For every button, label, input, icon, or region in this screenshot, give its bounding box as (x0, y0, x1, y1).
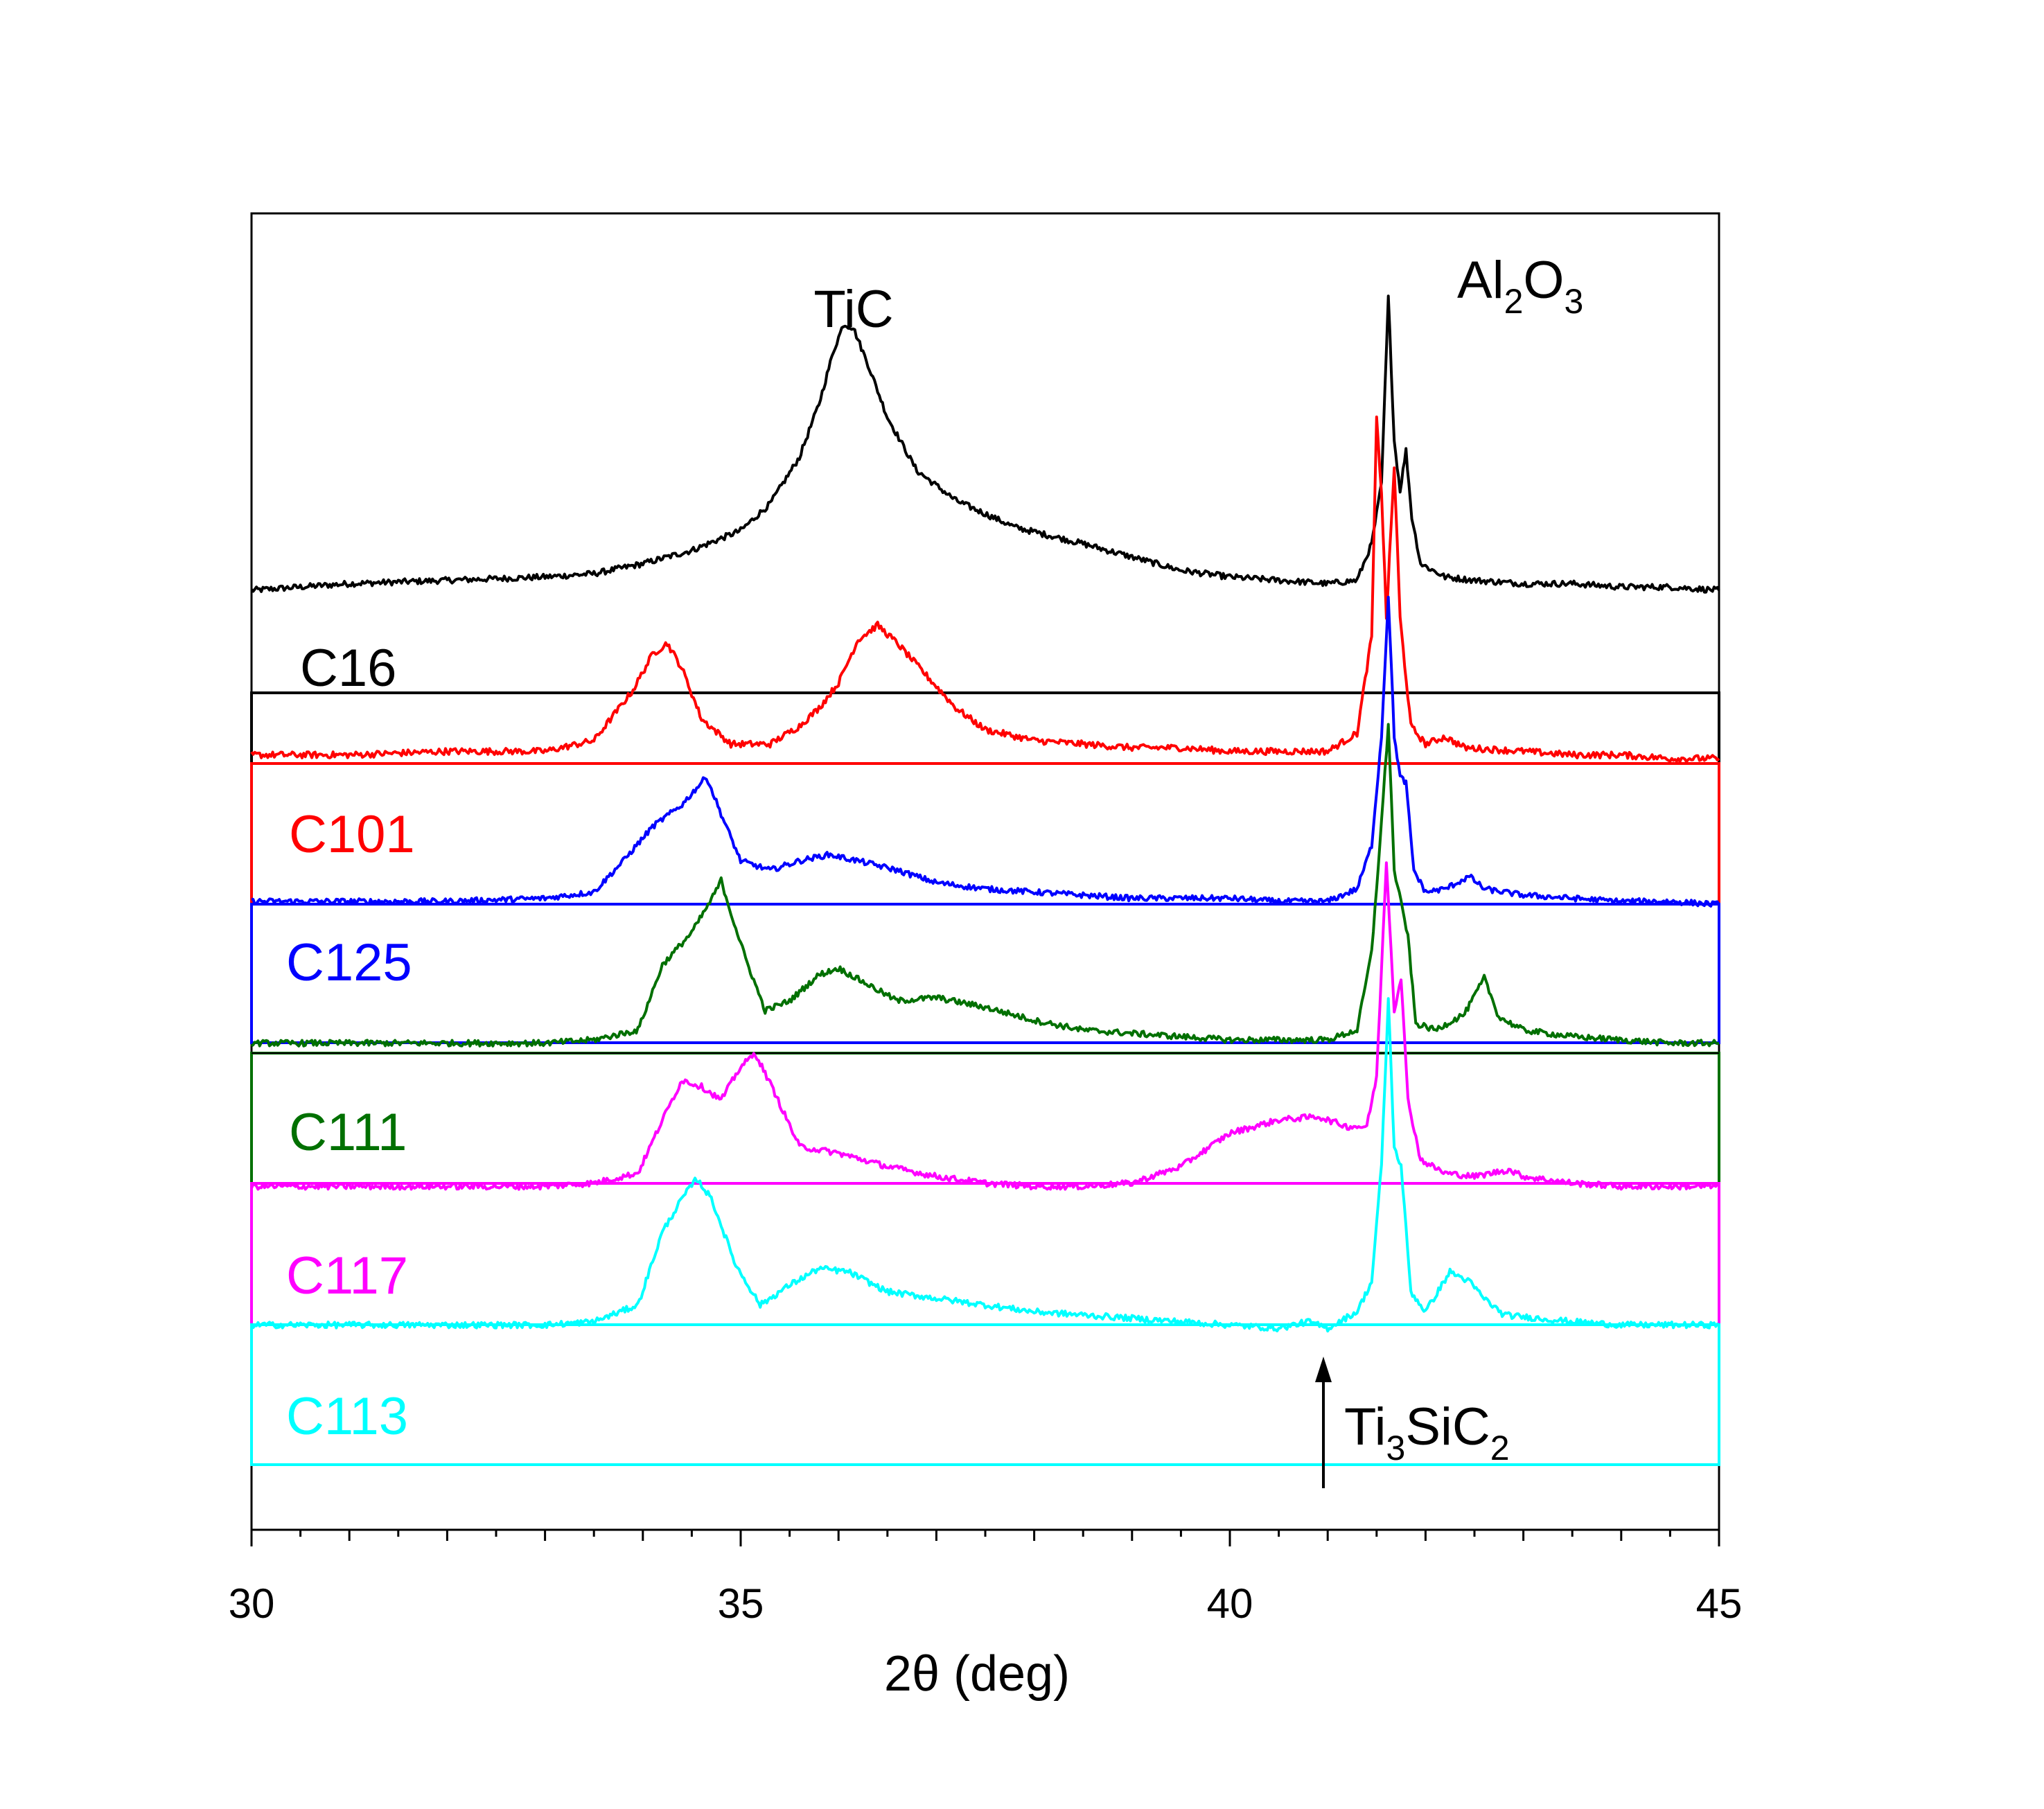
annotation-ti3sic2-arrow (1315, 1357, 1332, 1488)
series-label-c101: C101 (289, 805, 415, 864)
plot-frame (250, 212, 1720, 1531)
series-box-c117 (250, 1182, 1720, 1326)
series-line-c117 (250, 861, 1720, 1191)
series-line-c113 (250, 997, 1720, 1333)
series-traces (250, 294, 1720, 1333)
series-line-c111 (250, 723, 1720, 1048)
annotation-tic: TiC (813, 280, 893, 339)
series-label-c16: C16 (300, 639, 396, 698)
annotation-al2o3: Al2O3 (1457, 251, 1583, 321)
series-box-c125 (250, 903, 1720, 1044)
x-tick-label-45: 45 (1696, 1580, 1743, 1627)
series-line-c101 (250, 415, 1720, 764)
series-label-c113: C113 (286, 1387, 408, 1446)
series-boxes (250, 691, 1720, 1466)
series-label-c117: C117 (286, 1246, 408, 1305)
series-label-c111: C111 (289, 1103, 407, 1162)
series-line-c125 (251, 595, 1720, 908)
x-tick-label-40: 40 (1207, 1580, 1253, 1627)
x-tick-label-30: 30 (229, 1580, 275, 1627)
series-labels: C16 C101 C125 C111 C117 C113 (286, 639, 415, 1446)
series-label-c125: C125 (286, 933, 412, 992)
x-axis-ticks (250, 1530, 1720, 1546)
series-box-c113 (250, 1323, 1720, 1466)
series-box-c101 (250, 762, 1720, 906)
series-box-c111 (250, 1052, 1720, 1185)
x-tick-label-35: 35 (718, 1580, 764, 1627)
x-axis-title: 2θ (deg) (884, 1646, 1070, 1702)
series-line-c16 (250, 294, 1720, 594)
annotation-ti3sic2: Ti3SiC2 (1344, 1397, 1510, 1467)
